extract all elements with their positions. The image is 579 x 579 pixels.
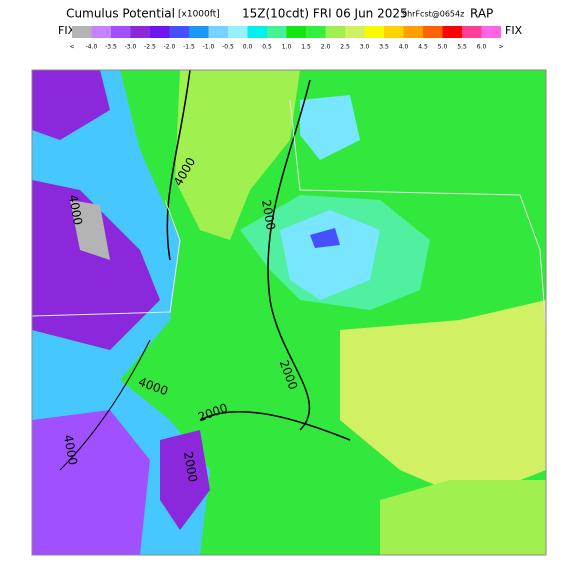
forecast: 9hrFcst@0654z — [402, 10, 464, 19]
legend-swatch — [150, 26, 170, 38]
contour-label: 2000 — [259, 199, 278, 232]
legend-swatch — [403, 26, 423, 38]
legend-swatch — [286, 26, 306, 38]
legend-swatch — [462, 26, 482, 38]
contour-label: 4000 — [61, 434, 80, 467]
legend-swatch — [442, 26, 462, 38]
legend-label: -1.0 — [203, 44, 215, 51]
state-border — [31, 99, 547, 331]
legend-swatch — [91, 26, 111, 38]
legend-swatch — [267, 26, 287, 38]
field-region — [300, 95, 360, 160]
legend-swatch — [169, 26, 189, 38]
fix-right: FIX — [505, 24, 523, 37]
contour-label: 2000 — [181, 451, 200, 484]
contour — [267, 79, 311, 431]
legend-label: -1.5 — [183, 44, 195, 51]
legend-swatch — [228, 26, 248, 38]
legend-swatch — [247, 26, 267, 38]
legend-label: 6.0 — [477, 44, 487, 51]
contour — [166, 69, 191, 261]
legend-label: 3.5 — [379, 44, 389, 51]
legend-swatch — [130, 26, 150, 38]
legend-label: -4.0 — [86, 44, 98, 51]
legend-swatch — [72, 26, 92, 38]
legend-label: 0.0 — [243, 44, 253, 51]
field-region — [160, 430, 210, 530]
title: Cumulus Potential — [66, 7, 175, 21]
legend-swatch — [189, 26, 209, 38]
valid-time: 15Z(10cdt) FRI 06 Jun 2025 — [242, 7, 408, 21]
legend-swatch — [325, 26, 345, 38]
legend-label: 2.5 — [340, 44, 350, 51]
field-region — [380, 480, 546, 555]
legend-swatch — [208, 26, 228, 38]
map — [31, 69, 547, 556]
legend-label: 5.5 — [457, 44, 467, 51]
legend-label: 3.0 — [360, 44, 370, 51]
legend-label: -3.5 — [105, 44, 117, 51]
color-legend: < -4.0 -3.5 -3.0 -2.5 -2.0 -1.5 -1.0 -0.5 0.0 0.5 1… — [69, 26, 504, 51]
field-region — [32, 410, 150, 555]
legend-label: -2.0 — [164, 44, 176, 51]
map-frame — [31, 69, 547, 556]
contour — [199, 410, 351, 441]
fix-left: FIX — [58, 24, 76, 37]
model: RAP — [470, 7, 493, 21]
field-region — [70, 200, 110, 260]
legend-label: 0.5 — [262, 44, 272, 51]
legend-swatch — [111, 26, 131, 38]
legend-swatch — [423, 26, 443, 38]
legend-swatch — [481, 26, 501, 38]
legend-label: -2.5 — [144, 44, 156, 51]
legend-label: 4.0 — [399, 44, 409, 51]
units: [x1000ft] — [178, 10, 220, 20]
legend-label: > — [498, 44, 503, 51]
legend-label: 4.5 — [418, 44, 428, 51]
legend-label: -0.5 — [222, 44, 234, 51]
legend-swatch — [364, 26, 384, 38]
legend-label: 1.0 — [282, 44, 292, 51]
field-region — [32, 180, 160, 350]
legend-swatch — [384, 26, 404, 38]
legend-label: 5.0 — [438, 44, 448, 51]
legend-swatch — [345, 26, 365, 38]
field-region — [340, 300, 546, 500]
contour-label: 4000 — [66, 194, 85, 227]
field-region — [175, 70, 300, 240]
field-region — [280, 210, 380, 300]
field-region — [310, 228, 340, 248]
legend-label: 2.0 — [321, 44, 331, 51]
legend-label: -3.0 — [125, 44, 137, 51]
legend-label: 1.5 — [301, 44, 311, 51]
contour — [59, 339, 151, 471]
legend-swatch — [306, 26, 326, 38]
legend-label: < — [69, 44, 74, 51]
field-region — [32, 70, 110, 140]
